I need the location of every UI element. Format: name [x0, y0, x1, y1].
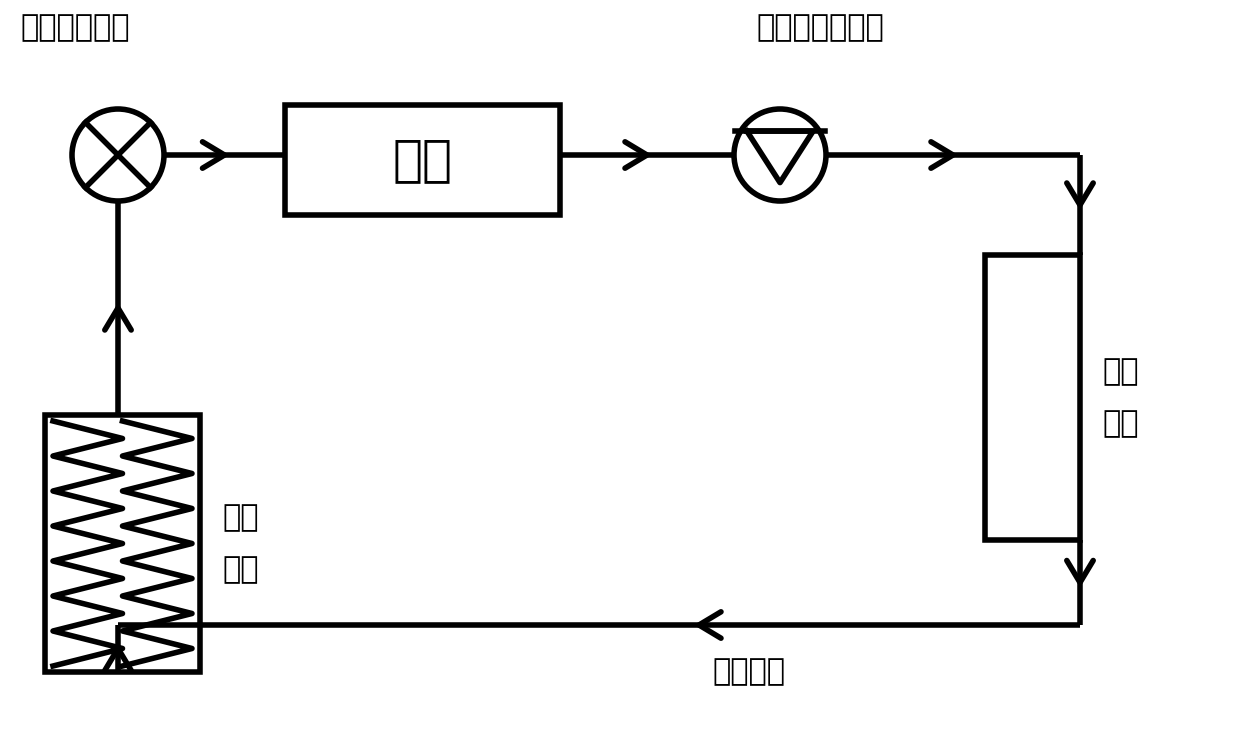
Text: 电堆: 电堆	[393, 136, 453, 184]
Text: 散热
装置: 散热 装置	[1102, 357, 1138, 438]
Text: 电子节温器装置: 电子节温器装置	[756, 13, 884, 43]
Text: 加热
装置: 加热 装置	[222, 503, 258, 584]
Bar	[985, 255, 1080, 540]
Text: 循环介质: 循环介质	[713, 657, 785, 686]
Bar	[45, 415, 200, 672]
Bar	[285, 105, 560, 215]
Text: 循环动力装置: 循环动力装置	[20, 13, 129, 43]
